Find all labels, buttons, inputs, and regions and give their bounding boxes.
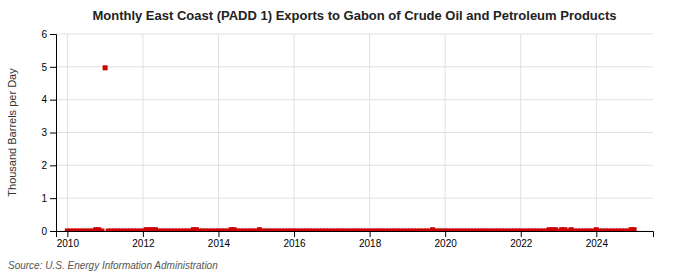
y-axis-label: Thousand Barrels per Day: [6, 68, 18, 197]
tick: 4: [41, 94, 56, 105]
tick-label: 2016: [283, 238, 306, 249]
grid-line-y: [56, 198, 653, 199]
tick: 2022: [510, 231, 533, 249]
chart-svg: 2010 2012 2014 2016 2018 2020 2022 2024 0 1 2 3 4 5 6 M…: [0, 0, 675, 275]
tick-mark: [596, 231, 597, 237]
tick: 2016: [283, 231, 306, 249]
plot-area: [65, 65, 637, 231]
grid-line-y: [56, 165, 653, 166]
tick-mark: [294, 231, 295, 237]
grid-line-y: [56, 34, 653, 35]
tick-label: 0: [41, 226, 47, 237]
tick-mark: [67, 231, 68, 237]
tick-mark: [50, 67, 56, 68]
tick-label: 2020: [435, 238, 458, 249]
grid-line-y: [56, 66, 653, 67]
point: [99, 229, 104, 232]
tick: 6: [41, 29, 56, 40]
tick-label: 5: [41, 62, 47, 73]
tick-label: 1: [41, 193, 47, 204]
tick-label: 2024: [586, 238, 609, 249]
tick: 0: [41, 226, 56, 237]
tick-mark: [50, 34, 56, 35]
tick-mark: [50, 165, 56, 166]
tick: 2: [41, 160, 56, 171]
tick: 2020: [435, 231, 458, 249]
tick-mark: [50, 198, 56, 199]
tick-label: 2010: [57, 238, 80, 249]
tick: 3: [41, 127, 56, 138]
tick-mark: [218, 231, 219, 237]
tick: 2018: [359, 231, 382, 249]
y-axis: 0 1 2 3 4 5 6: [41, 29, 56, 237]
tick: 2014: [208, 231, 231, 249]
tick-label: 2018: [359, 238, 382, 249]
tick: 5: [41, 62, 56, 73]
axis-line: [57, 232, 654, 238]
axis-line: [50, 35, 57, 232]
tick: 1: [41, 193, 56, 204]
tick-mark: [50, 133, 56, 134]
grid-line-y: [56, 132, 653, 133]
tick-mark: [445, 231, 446, 237]
tick-mark: [521, 231, 522, 237]
tick-label: 6: [41, 29, 47, 40]
grid: [56, 34, 653, 231]
tick-label: 3: [41, 127, 47, 138]
tick-mark: [50, 100, 56, 101]
grid-line-y: [56, 99, 653, 100]
tick-mark: [143, 231, 144, 237]
point: [103, 65, 108, 70]
tick-mark: [50, 231, 56, 232]
tick-mark: [370, 231, 371, 237]
title: Monthly East Coast (PADD 1) Exports to G…: [92, 8, 616, 23]
tick-label: 2022: [510, 238, 533, 249]
tick: 2024: [586, 231, 609, 249]
tick: 2010: [57, 231, 80, 249]
annotation: Source: U.S. Energy Information Administ…: [8, 260, 218, 271]
tick-label: 2012: [132, 238, 155, 249]
tick: 2012: [132, 231, 155, 249]
x-axis: 2010 2012 2014 2016 2018 2020 2022 2024: [57, 231, 654, 249]
tick-label: 4: [41, 94, 47, 105]
tick-label: 2014: [208, 238, 231, 249]
tick-label: 2: [41, 160, 47, 171]
chart-container: 2010 2012 2014 2016 2018 2020 2022 2024 0 1 2 3 4 5 6 M…: [0, 0, 675, 275]
point: [632, 227, 637, 231]
